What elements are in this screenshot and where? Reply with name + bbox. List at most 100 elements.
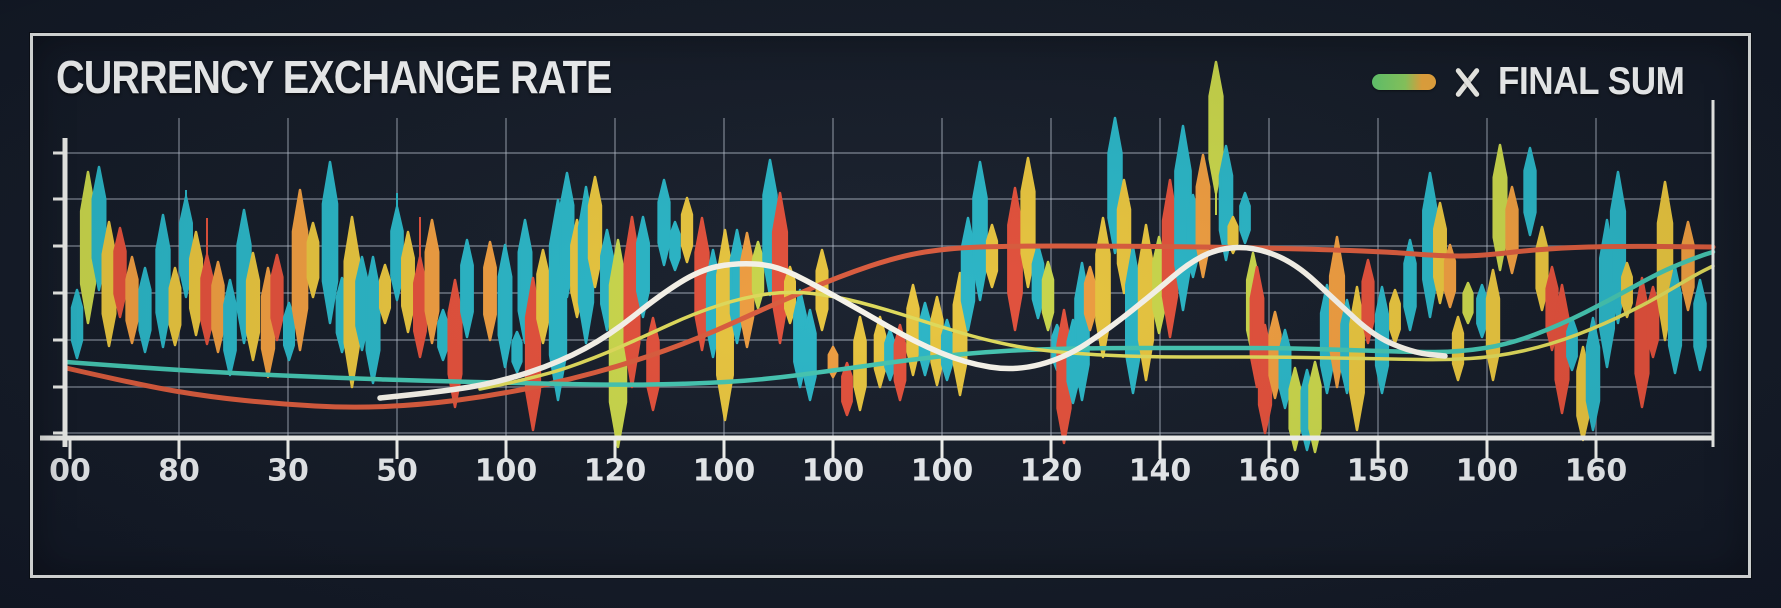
candle <box>636 215 650 319</box>
candle <box>460 238 474 339</box>
candle <box>1031 243 1045 320</box>
candle <box>646 316 660 412</box>
candle <box>1288 366 1302 452</box>
x-axis-label: 50 <box>376 454 418 489</box>
candle <box>378 263 392 325</box>
candle <box>985 223 999 289</box>
candle <box>1007 186 1023 332</box>
candle <box>483 240 497 342</box>
candle <box>940 318 954 382</box>
candle <box>694 216 710 352</box>
x-axis-label: 100 <box>802 454 865 489</box>
final-sum-line <box>377 244 1448 401</box>
x-mark-icon <box>1451 64 1483 100</box>
candle <box>873 315 887 389</box>
candle <box>930 295 944 387</box>
candle <box>1443 243 1457 309</box>
candle <box>497 243 513 369</box>
x-axis-label: 100 <box>911 454 974 489</box>
candle <box>413 255 427 359</box>
candle <box>803 308 817 402</box>
candle <box>401 230 415 334</box>
candle <box>390 205 404 302</box>
candle <box>1566 316 1578 372</box>
candle <box>906 283 920 377</box>
candle <box>739 231 755 349</box>
candle <box>1681 220 1695 312</box>
candle <box>291 188 309 352</box>
candle <box>1239 191 1251 245</box>
x-axis-label: 140 <box>1129 454 1192 489</box>
candle <box>1634 276 1650 409</box>
candle <box>1485 268 1501 382</box>
candle <box>306 221 320 299</box>
candle <box>1361 258 1375 345</box>
x-axis-label: 30 <box>267 454 309 489</box>
candle <box>853 315 867 412</box>
x-axis-label: 160 <box>1238 454 1301 489</box>
candle <box>669 220 681 272</box>
candle <box>884 328 896 382</box>
candle <box>113 226 127 319</box>
candle <box>424 218 440 345</box>
candle <box>841 361 853 417</box>
candle <box>751 240 765 310</box>
x-axis-label: 120 <box>584 454 647 489</box>
candle <box>1095 216 1111 359</box>
candle <box>1693 278 1707 372</box>
candle <box>657 178 671 267</box>
candle <box>1208 60 1224 195</box>
candle <box>1308 360 1322 454</box>
candle <box>1268 310 1282 400</box>
x-axis-label: 100 <box>475 454 538 489</box>
candle <box>343 215 361 389</box>
candle <box>1505 185 1519 275</box>
candle <box>155 213 171 349</box>
x-axis-label: 100 <box>693 454 756 489</box>
candle <box>365 255 381 385</box>
red-trend-line <box>63 243 1716 410</box>
candle <box>179 195 193 299</box>
candle <box>1492 143 1508 272</box>
candle <box>437 308 449 362</box>
candle <box>536 248 550 345</box>
candle <box>1433 201 1447 305</box>
candle <box>1451 315 1465 382</box>
candle <box>680 196 694 264</box>
candle <box>918 301 932 377</box>
x-axis-label: 100 <box>1456 454 1519 489</box>
candle <box>1389 288 1401 345</box>
candle <box>1667 265 1683 375</box>
candle <box>1403 238 1417 332</box>
candle <box>1523 146 1537 237</box>
candle <box>1020 156 1036 289</box>
x-axis-label: 150 <box>1347 454 1410 489</box>
x-axis-label: 120 <box>1020 454 1083 489</box>
candle <box>1476 283 1488 339</box>
candle <box>168 266 182 347</box>
x-axis-label: 80 <box>158 454 200 489</box>
candle <box>1116 178 1132 295</box>
candle <box>793 288 807 389</box>
candle <box>125 255 139 345</box>
candle <box>1083 265 1097 332</box>
x-axis-label: 160 <box>1565 454 1628 489</box>
candle <box>1125 245 1141 395</box>
candle <box>587 175 603 289</box>
candle <box>270 253 284 342</box>
candle <box>223 278 237 377</box>
candle <box>200 253 214 346</box>
candle <box>1585 316 1601 432</box>
x-axis-label: 00 <box>49 454 91 489</box>
yellow-trend-line <box>478 264 1715 391</box>
candle <box>211 260 225 354</box>
candle <box>188 230 204 337</box>
chart-title: CURRENCY EXCHANGE RATE <box>56 51 612 103</box>
legend: FINAL SUM <box>1371 60 1705 104</box>
candle <box>70 288 84 360</box>
legend-gradient-pill-icon <box>1371 74 1436 90</box>
candle <box>245 251 261 362</box>
candle <box>1422 171 1438 319</box>
